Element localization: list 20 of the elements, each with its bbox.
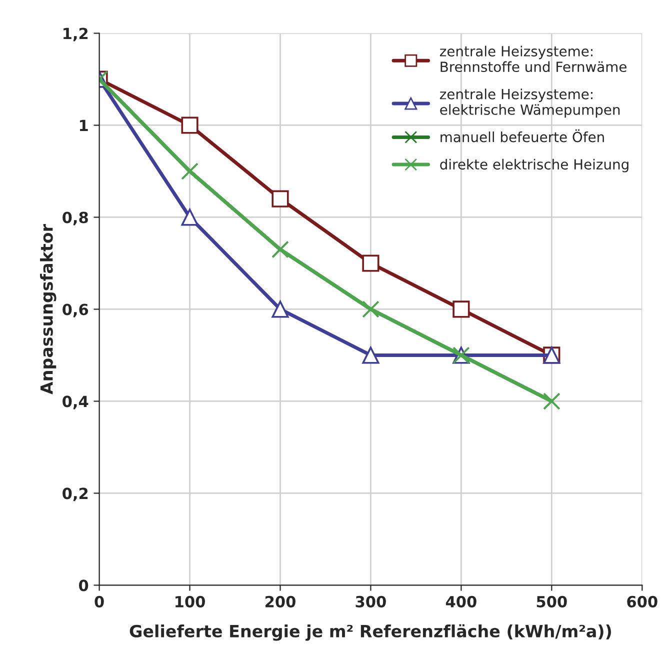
legend-label: manuell befeuerte Öfen — [440, 129, 604, 142]
y-tick-label: 0,6 — [62, 304, 88, 318]
y-tick-label: 0,8 — [62, 212, 88, 226]
legend-label: zentrale Heizsysteme: elektrische Wämepumpen — [440, 88, 620, 118]
x-tick-label: 100 — [176, 596, 205, 608]
y-tick-label: 0,4 — [62, 396, 88, 410]
x-tick-label: 600 — [627, 596, 658, 608]
y-tick-label: 0 — [78, 580, 88, 592]
y-axis-title: Anpassungsfaktor — [40, 224, 56, 394]
x-axis-title: Gelieferte Energie je m² Referenzfläche (kWh/m²a)) — [130, 624, 611, 641]
y-tick-label: 1 — [80, 120, 88, 132]
x-tick-label: 0 — [94, 596, 104, 608]
legend-label: direkte elektrische Heizung — [440, 158, 628, 172]
x-tick-label: 200 — [266, 596, 296, 608]
y-tick-label: 1,2 — [64, 28, 88, 42]
x-tick-label: 400 — [446, 596, 476, 608]
legend-label: zentrale Heizsysteme: Brennstoffe und Fernwäme — [440, 46, 626, 72]
y-tick-label: 0,2 — [62, 488, 88, 502]
x-tick-label: 300 — [356, 596, 386, 608]
x-tick-label: 500 — [536, 596, 567, 608]
